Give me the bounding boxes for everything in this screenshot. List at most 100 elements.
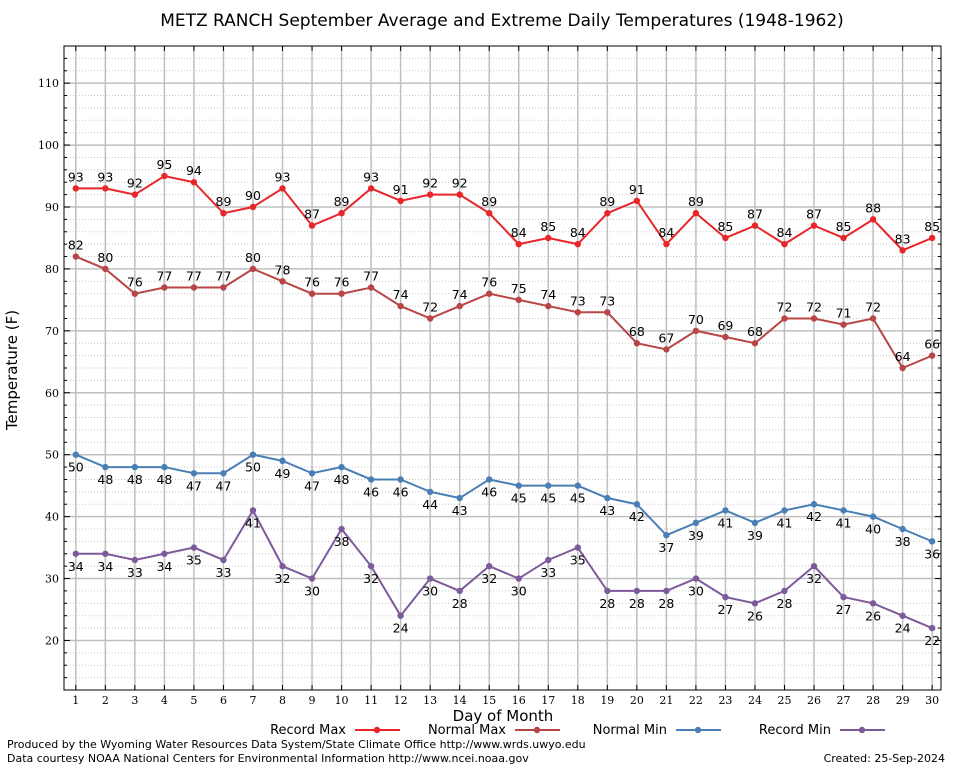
- data-point: [249, 451, 257, 458]
- data-point: [456, 587, 463, 595]
- data-label: 93: [363, 169, 379, 184]
- data-point: [515, 296, 522, 304]
- series-normal-min: 50 48 48 48 47 47 50 49 47 48 46 46 44 43 46 45 45 45 43 42…: [68, 451, 940, 561]
- data-label: 74: [540, 287, 556, 302]
- data-point: [928, 624, 936, 632]
- data-point: [72, 253, 80, 260]
- data-label: 26: [747, 608, 763, 623]
- series-line: [75, 255, 933, 370]
- data-label: 41: [836, 515, 852, 530]
- data-point: [397, 302, 404, 310]
- legend-label: Record Max: [270, 723, 346, 738]
- data-point: [869, 600, 877, 607]
- data-point: [751, 340, 759, 347]
- data-label: 47: [216, 478, 232, 493]
- x-tick-label: 10: [335, 694, 349, 707]
- data-label: 80: [245, 250, 261, 265]
- data-point: [190, 470, 198, 477]
- data-label: 45: [511, 491, 527, 506]
- data-label: 83: [895, 231, 911, 246]
- data-label: 38: [334, 534, 350, 549]
- data-label: 33: [216, 565, 232, 580]
- x-tick-label: 19: [600, 694, 614, 707]
- data-label: 76: [304, 275, 320, 290]
- data-label: 50: [245, 460, 261, 475]
- data-label: 85: [540, 219, 556, 234]
- y-tick-label: 70: [45, 325, 59, 338]
- data-point: [692, 519, 700, 527]
- chart-title: METZ RANCH September Average and Extreme…: [160, 11, 844, 31]
- data-point: [456, 302, 463, 310]
- data-label: 87: [304, 207, 320, 222]
- data-label: 32: [481, 571, 497, 586]
- data-point: [663, 531, 670, 539]
- x-tick-label: 30: [925, 694, 939, 707]
- data-point: [456, 494, 463, 502]
- data-point: [840, 234, 847, 242]
- data-point: [102, 463, 109, 471]
- data-point: [604, 209, 611, 217]
- series-record-min: 34 34 33 34 35 33 41 32 30 38 32 24 30 28 32 30 33 35 28 28…: [68, 507, 940, 648]
- data-point: [72, 451, 80, 458]
- y-tick-label: 40: [45, 511, 59, 524]
- data-point: [161, 284, 168, 291]
- data-point: [810, 315, 818, 322]
- data-label: 84: [777, 225, 793, 240]
- x-tick-label: 26: [807, 694, 821, 707]
- legend-marker: [858, 726, 866, 734]
- data-point: [751, 600, 759, 607]
- data-point: [131, 556, 139, 564]
- y-tick-label: 80: [45, 263, 59, 276]
- legend-item: Record Max: [270, 723, 400, 738]
- data-point: [515, 575, 522, 582]
- data-label: 47: [186, 478, 202, 493]
- data-label: 27: [836, 602, 852, 617]
- data-point: [928, 538, 936, 545]
- data-point: [486, 209, 493, 217]
- data-label: 76: [334, 275, 350, 290]
- data-label: 50: [68, 460, 84, 475]
- data-point: [545, 302, 552, 310]
- data-label: 91: [629, 182, 645, 197]
- y-tick-label: 60: [45, 387, 59, 400]
- x-tick-label: 24: [748, 694, 762, 707]
- data-label: 74: [393, 287, 409, 302]
- series-line: [75, 174, 933, 252]
- data-label: 85: [924, 219, 940, 234]
- data-point: [249, 507, 257, 514]
- x-tick-label: 8: [279, 694, 286, 707]
- data-point: [190, 179, 198, 186]
- data-point: [72, 185, 80, 192]
- data-point: [486, 290, 493, 297]
- data-point: [367, 562, 375, 570]
- data-point: [456, 191, 463, 198]
- data-label: 91: [393, 182, 409, 197]
- data-label: 76: [481, 275, 497, 290]
- data-label: 35: [570, 553, 586, 568]
- data-label: 72: [422, 299, 438, 314]
- data-label: 39: [747, 528, 763, 543]
- data-label: 68: [747, 324, 763, 339]
- data-point: [190, 284, 198, 291]
- data-label: 33: [127, 565, 143, 580]
- data-label: 30: [511, 584, 527, 599]
- data-point: [249, 265, 257, 273]
- legend-item: Record Min: [759, 723, 885, 738]
- data-label: 78: [275, 262, 291, 277]
- data-point: [869, 315, 877, 322]
- data-point: [545, 482, 552, 489]
- data-label: 89: [216, 194, 232, 209]
- data-label: 36: [924, 546, 940, 561]
- data-point: [338, 463, 345, 471]
- data-label: 77: [363, 269, 379, 284]
- data-point: [781, 240, 788, 248]
- data-point: [308, 470, 316, 477]
- data-label: 94: [186, 163, 202, 178]
- data-label: 48: [334, 472, 350, 487]
- data-label: 26: [865, 608, 881, 623]
- data-label: 73: [570, 293, 586, 308]
- data-label: 32: [806, 571, 822, 586]
- data-label: 89: [481, 194, 497, 209]
- x-axis-label: Day of Month: [453, 707, 554, 725]
- data-point: [486, 476, 493, 483]
